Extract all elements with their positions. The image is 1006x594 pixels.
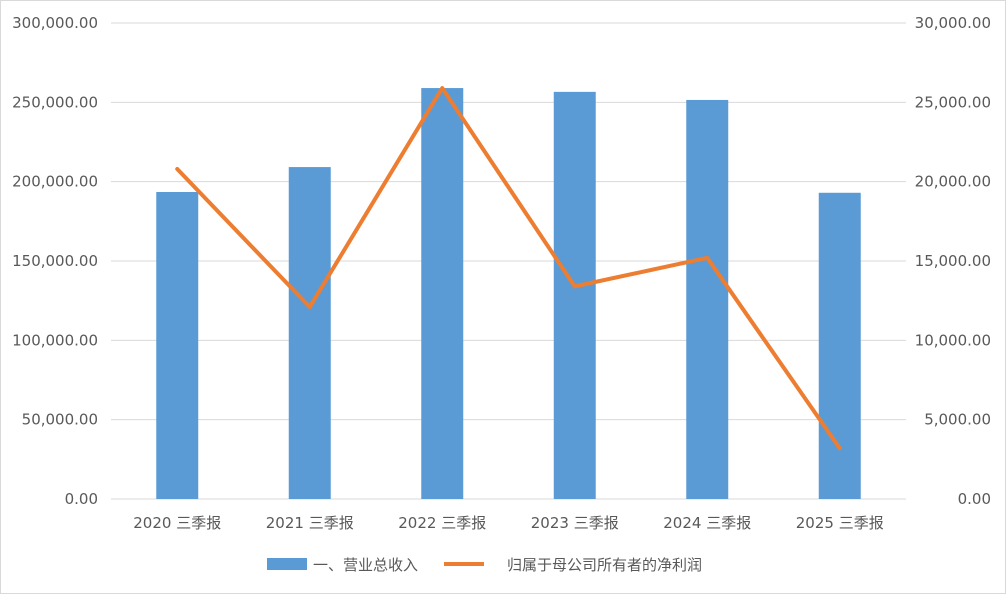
bar — [818, 192, 861, 500]
right-axis-tick-label: 30,000.00 — [915, 14, 991, 32]
left-axis-ticks: 0.00 50,000.00 100,000.00 150,000.00 200,000… — [12, 14, 98, 508]
legend: 一、营业总收入 归属于母公司所有者的净利润 — [267, 556, 702, 574]
bar — [288, 167, 331, 499]
category-label: 2021 三季报 — [266, 514, 354, 532]
category-label: 2024 三季报 — [663, 514, 751, 532]
right-axis-tick-label: 10,000.00 — [915, 331, 991, 349]
left-axis-tick-label: 100,000.00 — [12, 331, 98, 349]
right-axis-ticks: 0.00 5,000.00 10,000.00 15,000.00 20,000.00 2… — [915, 14, 991, 508]
bar — [156, 191, 199, 500]
right-axis-tick-label: 0.00 — [958, 490, 991, 508]
line-path — [175, 86, 842, 451]
bar — [553, 91, 596, 500]
right-axis-tick-label: 25,000.00 — [915, 93, 991, 111]
right-axis-tick-label: 20,000.00 — [915, 173, 991, 191]
bar-series — [156, 88, 861, 500]
legend-label-net-profit: 归属于母公司所有者的净利润 — [507, 556, 702, 574]
category-label: 2025 三季报 — [796, 514, 884, 532]
left-axis-tick-label: 300,000.00 — [12, 14, 98, 32]
left-axis-tick-label: 150,000.00 — [12, 252, 98, 270]
left-axis-tick-label: 250,000.00 — [12, 93, 98, 111]
left-axis-tick-label: 50,000.00 — [22, 411, 98, 429]
left-axis-tick-label: 0.00 — [65, 490, 98, 508]
left-axis-tick-label: 200,000.00 — [12, 173, 98, 191]
right-axis-tick-label: 5,000.00 — [924, 411, 991, 429]
line-series — [175, 86, 842, 451]
legend-swatch-revenue — [267, 558, 307, 570]
bar — [686, 99, 729, 499]
category-label: 2023 三季报 — [531, 514, 619, 532]
gridlines — [111, 22, 906, 500]
bar — [421, 88, 464, 499]
category-label: 2020 三季报 — [133, 514, 221, 532]
legend-label-revenue: 一、营业总收入 — [313, 556, 418, 574]
category-labels: 2020 三季报 2021 三季报 2022 三季报 2023 三季报 2024 三季报… — [133, 514, 883, 532]
right-axis-tick-label: 15,000.00 — [915, 252, 991, 270]
category-label: 2022 三季报 — [398, 514, 486, 532]
